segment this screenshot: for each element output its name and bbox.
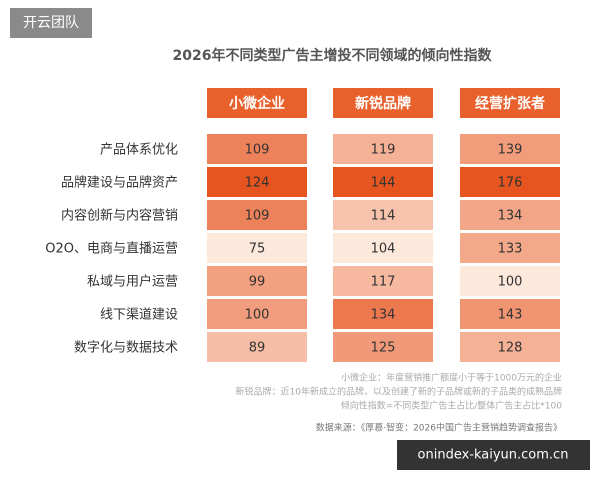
- cell-value: 109: [245, 209, 270, 224]
- row-label: 品牌建设与品牌资产: [61, 175, 178, 191]
- watermark-box: [10, 8, 92, 38]
- chart-title: 2026年不同类型广告主增投不同领域的倾向性指数: [173, 47, 493, 64]
- watermark: 开云团队: [23, 15, 79, 31]
- cell-value: 133: [498, 242, 523, 257]
- cell-value: 100: [245, 308, 270, 323]
- cell-value: 119: [371, 143, 396, 158]
- cell-value: 134: [498, 209, 523, 224]
- cell-value: 109: [245, 143, 270, 158]
- note: 新锐品牌：近10年新成立的品牌，以及创建了新的子品牌或新的子品类的成熟品牌: [236, 386, 562, 398]
- row-label: O2O、电商与直播运营: [45, 242, 178, 257]
- row-label: 线下渠道建设: [100, 308, 178, 323]
- heat-cell: [207, 332, 307, 362]
- heat-cell: [207, 266, 307, 296]
- note: 倾向性指数=不同类型广告主占比/整体广告主占比*100: [341, 400, 563, 412]
- cell-value: 176: [498, 176, 523, 191]
- heat-cell: [333, 332, 433, 362]
- heat-cell: [207, 233, 307, 263]
- cell-value: 99: [249, 275, 266, 290]
- row-label: 内容创新与内容营销: [61, 208, 178, 224]
- column-header-label: 经营扩张者: [475, 95, 545, 112]
- row-label: 私域与用户运营: [87, 274, 178, 290]
- heat-cell: [207, 200, 307, 230]
- cell-value: 89: [249, 341, 266, 356]
- heat-cell: [207, 299, 307, 329]
- heat-cell: [460, 200, 560, 230]
- cell-value: 75: [249, 242, 266, 257]
- heat-cell: [333, 299, 433, 329]
- row-label: 产品体系优化: [100, 143, 178, 158]
- row-label: 数字化与数据技术: [74, 341, 178, 356]
- cell-value: 124: [245, 176, 270, 191]
- heat-cell: [460, 266, 560, 296]
- heat-cell: [460, 167, 560, 197]
- cell-value: 114: [371, 209, 396, 224]
- cell-value: 117: [371, 275, 396, 290]
- heat-cell: [207, 167, 307, 197]
- heat-cell: [460, 233, 560, 263]
- column-header: [460, 88, 560, 118]
- column-header: [333, 88, 433, 118]
- column-header-label: 小微企业: [229, 95, 285, 112]
- cell-value: 128: [498, 341, 523, 356]
- heat-cell: [333, 200, 433, 230]
- heat-cell: [460, 134, 560, 164]
- heat-cell: [460, 332, 560, 362]
- heat-cell: [207, 134, 307, 164]
- cell-value: 100: [498, 275, 523, 290]
- heat-cell: [333, 167, 433, 197]
- cell-value: 134: [371, 308, 396, 323]
- cell-value: 143: [498, 308, 523, 323]
- column-header: [207, 88, 307, 118]
- cell-value: 104: [371, 242, 396, 257]
- source: 数据来源：《厚慕·智变：2026中国广告主营销趋势调查报告》: [316, 422, 562, 434]
- note: 小微企业：年度营销推广额度小于等于1000万元的企业: [341, 372, 562, 384]
- cell-value: 144: [371, 176, 396, 191]
- cell-value: 139: [498, 143, 523, 158]
- heat-cell: [460, 299, 560, 329]
- heat-cell: [333, 266, 433, 296]
- column-header-label: 新锐品牌: [355, 95, 411, 112]
- cell-value: 125: [371, 341, 396, 356]
- site: onindex-kaiyun.com.cn: [418, 448, 569, 463]
- heat-cell: [333, 134, 433, 164]
- site-box: [397, 440, 590, 470]
- heat-cell: [333, 233, 433, 263]
